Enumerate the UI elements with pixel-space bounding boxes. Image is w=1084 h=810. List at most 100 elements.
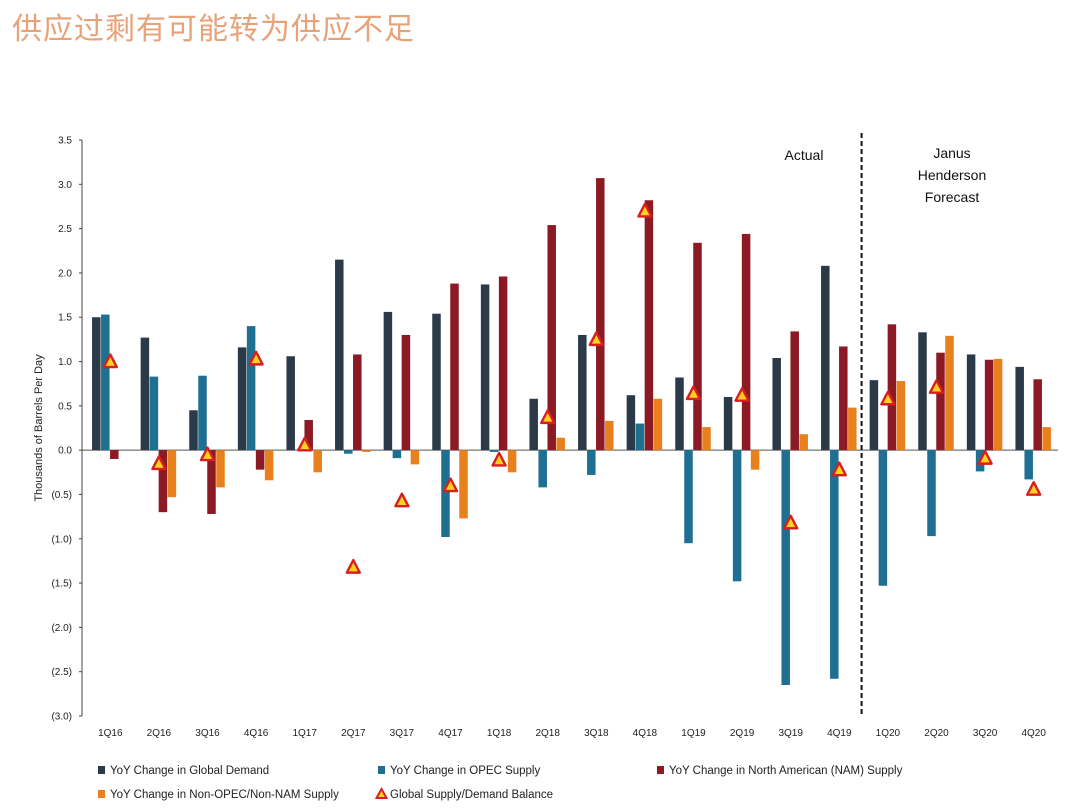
x-tick-label: 2Q17 (341, 728, 366, 739)
bar (918, 332, 927, 451)
y-tick-label: 2.0 (58, 268, 72, 279)
x-tick-label: 3Q17 (390, 728, 415, 739)
balance-marker (540, 409, 556, 425)
bar (741, 233, 751, 451)
x-tick-label: 3Q16 (195, 728, 220, 739)
x-tick-label: 3Q18 (584, 728, 609, 739)
bar (335, 259, 344, 451)
bar (644, 200, 654, 451)
balance-marker (248, 350, 264, 366)
x-tick-label: 4Q17 (438, 728, 463, 739)
bar (313, 450, 322, 473)
page-title: 供应过剩有可能转为供应不足 (12, 12, 415, 47)
y-tick-label: (1.5) (51, 579, 72, 590)
x-tick-label: 4Q18 (633, 728, 658, 739)
bar (353, 354, 362, 451)
legend-label: Global Supply/Demand Balance (390, 789, 553, 801)
legend-label: YoY Change in Non-OPEC/Non-NAM Supply (110, 789, 339, 801)
bar (596, 178, 605, 451)
bar (750, 450, 760, 470)
bar (92, 317, 101, 451)
x-tick-label: 1Q18 (487, 728, 512, 739)
y-tick-label: 3.0 (58, 180, 72, 191)
bar (286, 356, 295, 451)
bar (869, 380, 879, 451)
x-tick-label: 4Q19 (827, 728, 852, 739)
balance-marker (199, 446, 216, 462)
bar (936, 352, 945, 451)
bar (839, 346, 848, 451)
bar (410, 450, 420, 465)
bar (732, 450, 742, 582)
bar (675, 377, 684, 451)
bar (781, 450, 790, 685)
annotation-forecast: Forecast (925, 189, 980, 205)
y-tick-label: (0.5) (51, 490, 72, 501)
bar (246, 326, 256, 451)
bar (140, 337, 150, 451)
y-tick-label: (1.0) (51, 534, 72, 545)
bar (966, 354, 976, 451)
bar (529, 398, 538, 451)
bar (993, 358, 1003, 451)
balance-marker (1025, 480, 1042, 496)
bar (498, 276, 508, 451)
x-tick-label: 2Q19 (730, 728, 755, 739)
balance-marker (831, 461, 847, 477)
y-tick-label: 3.5 (58, 136, 72, 147)
bar (927, 450, 936, 537)
bar (896, 381, 906, 451)
x-tick-label: 2Q20 (924, 728, 949, 739)
balance-marker (685, 385, 702, 401)
bar (362, 450, 371, 452)
balance-marker (637, 202, 653, 218)
balance-marker (394, 492, 410, 508)
bar (216, 450, 225, 488)
x-tick-label: 2Q18 (535, 728, 560, 739)
x-tick-label: 1Q19 (681, 728, 706, 739)
bar (441, 450, 450, 537)
bar (401, 334, 411, 451)
bar (830, 450, 839, 679)
bar (547, 225, 556, 451)
bar (578, 334, 587, 451)
bar (821, 265, 830, 451)
balance-marker (345, 558, 361, 574)
bar (653, 398, 663, 451)
y-tick-label: 2.5 (58, 224, 72, 235)
y-axis-label: Thousands of Barrels Per Day (33, 354, 45, 502)
y-tick-label: (2.5) (51, 667, 72, 678)
bar (790, 331, 799, 451)
x-tick-label: 1Q20 (876, 728, 901, 739)
balance-marker (102, 353, 119, 369)
legend-marker (374, 786, 389, 799)
annotation-forecast: Janus (933, 145, 970, 161)
balance-marker (783, 514, 799, 530)
bar (1015, 366, 1024, 451)
bar (984, 359, 994, 451)
legend-swatch (657, 766, 664, 774)
balance-marker (151, 455, 167, 471)
bar (237, 347, 247, 451)
bar (702, 427, 711, 451)
bar (626, 395, 636, 451)
bar (480, 284, 490, 451)
bar (587, 450, 596, 475)
bar (723, 396, 733, 451)
bar (605, 420, 614, 451)
bar (101, 314, 110, 451)
legend-label: YoY Change in North American (NAM) Suppl… (669, 765, 903, 777)
bar (489, 450, 499, 452)
bar (848, 407, 857, 451)
y-tick-label: 1.5 (58, 313, 72, 324)
bar (198, 375, 207, 451)
y-tick-label: (3.0) (51, 712, 72, 723)
balance-marker (734, 387, 750, 402)
x-tick-label: 3Q20 (973, 728, 998, 739)
bar (507, 450, 517, 473)
y-tick-label: 0.5 (58, 401, 72, 412)
balance-marker (928, 379, 945, 394)
bar (167, 450, 177, 498)
bar (1024, 450, 1033, 480)
